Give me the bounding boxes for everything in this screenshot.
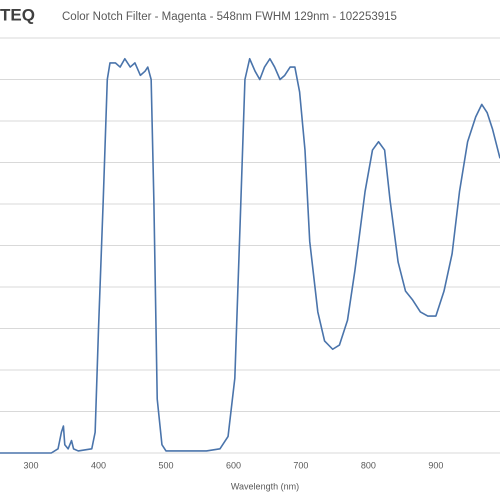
logo: TEQ <box>0 5 35 24</box>
data-line <box>0 57 500 454</box>
x-tick-label: 900 <box>428 460 443 470</box>
x-axis-label: Wavelength (nm) <box>231 481 299 491</box>
x-tick-label: 400 <box>91 460 106 470</box>
x-tick-label: 300 <box>24 460 39 470</box>
x-tick-label: 600 <box>226 460 241 470</box>
chart-title: Color Notch Filter - Magenta - 548nm FWH… <box>62 11 397 23</box>
x-tick-label: 700 <box>293 460 308 470</box>
x-tick-label: 800 <box>361 460 376 470</box>
x-tick-label: 500 <box>158 460 173 470</box>
